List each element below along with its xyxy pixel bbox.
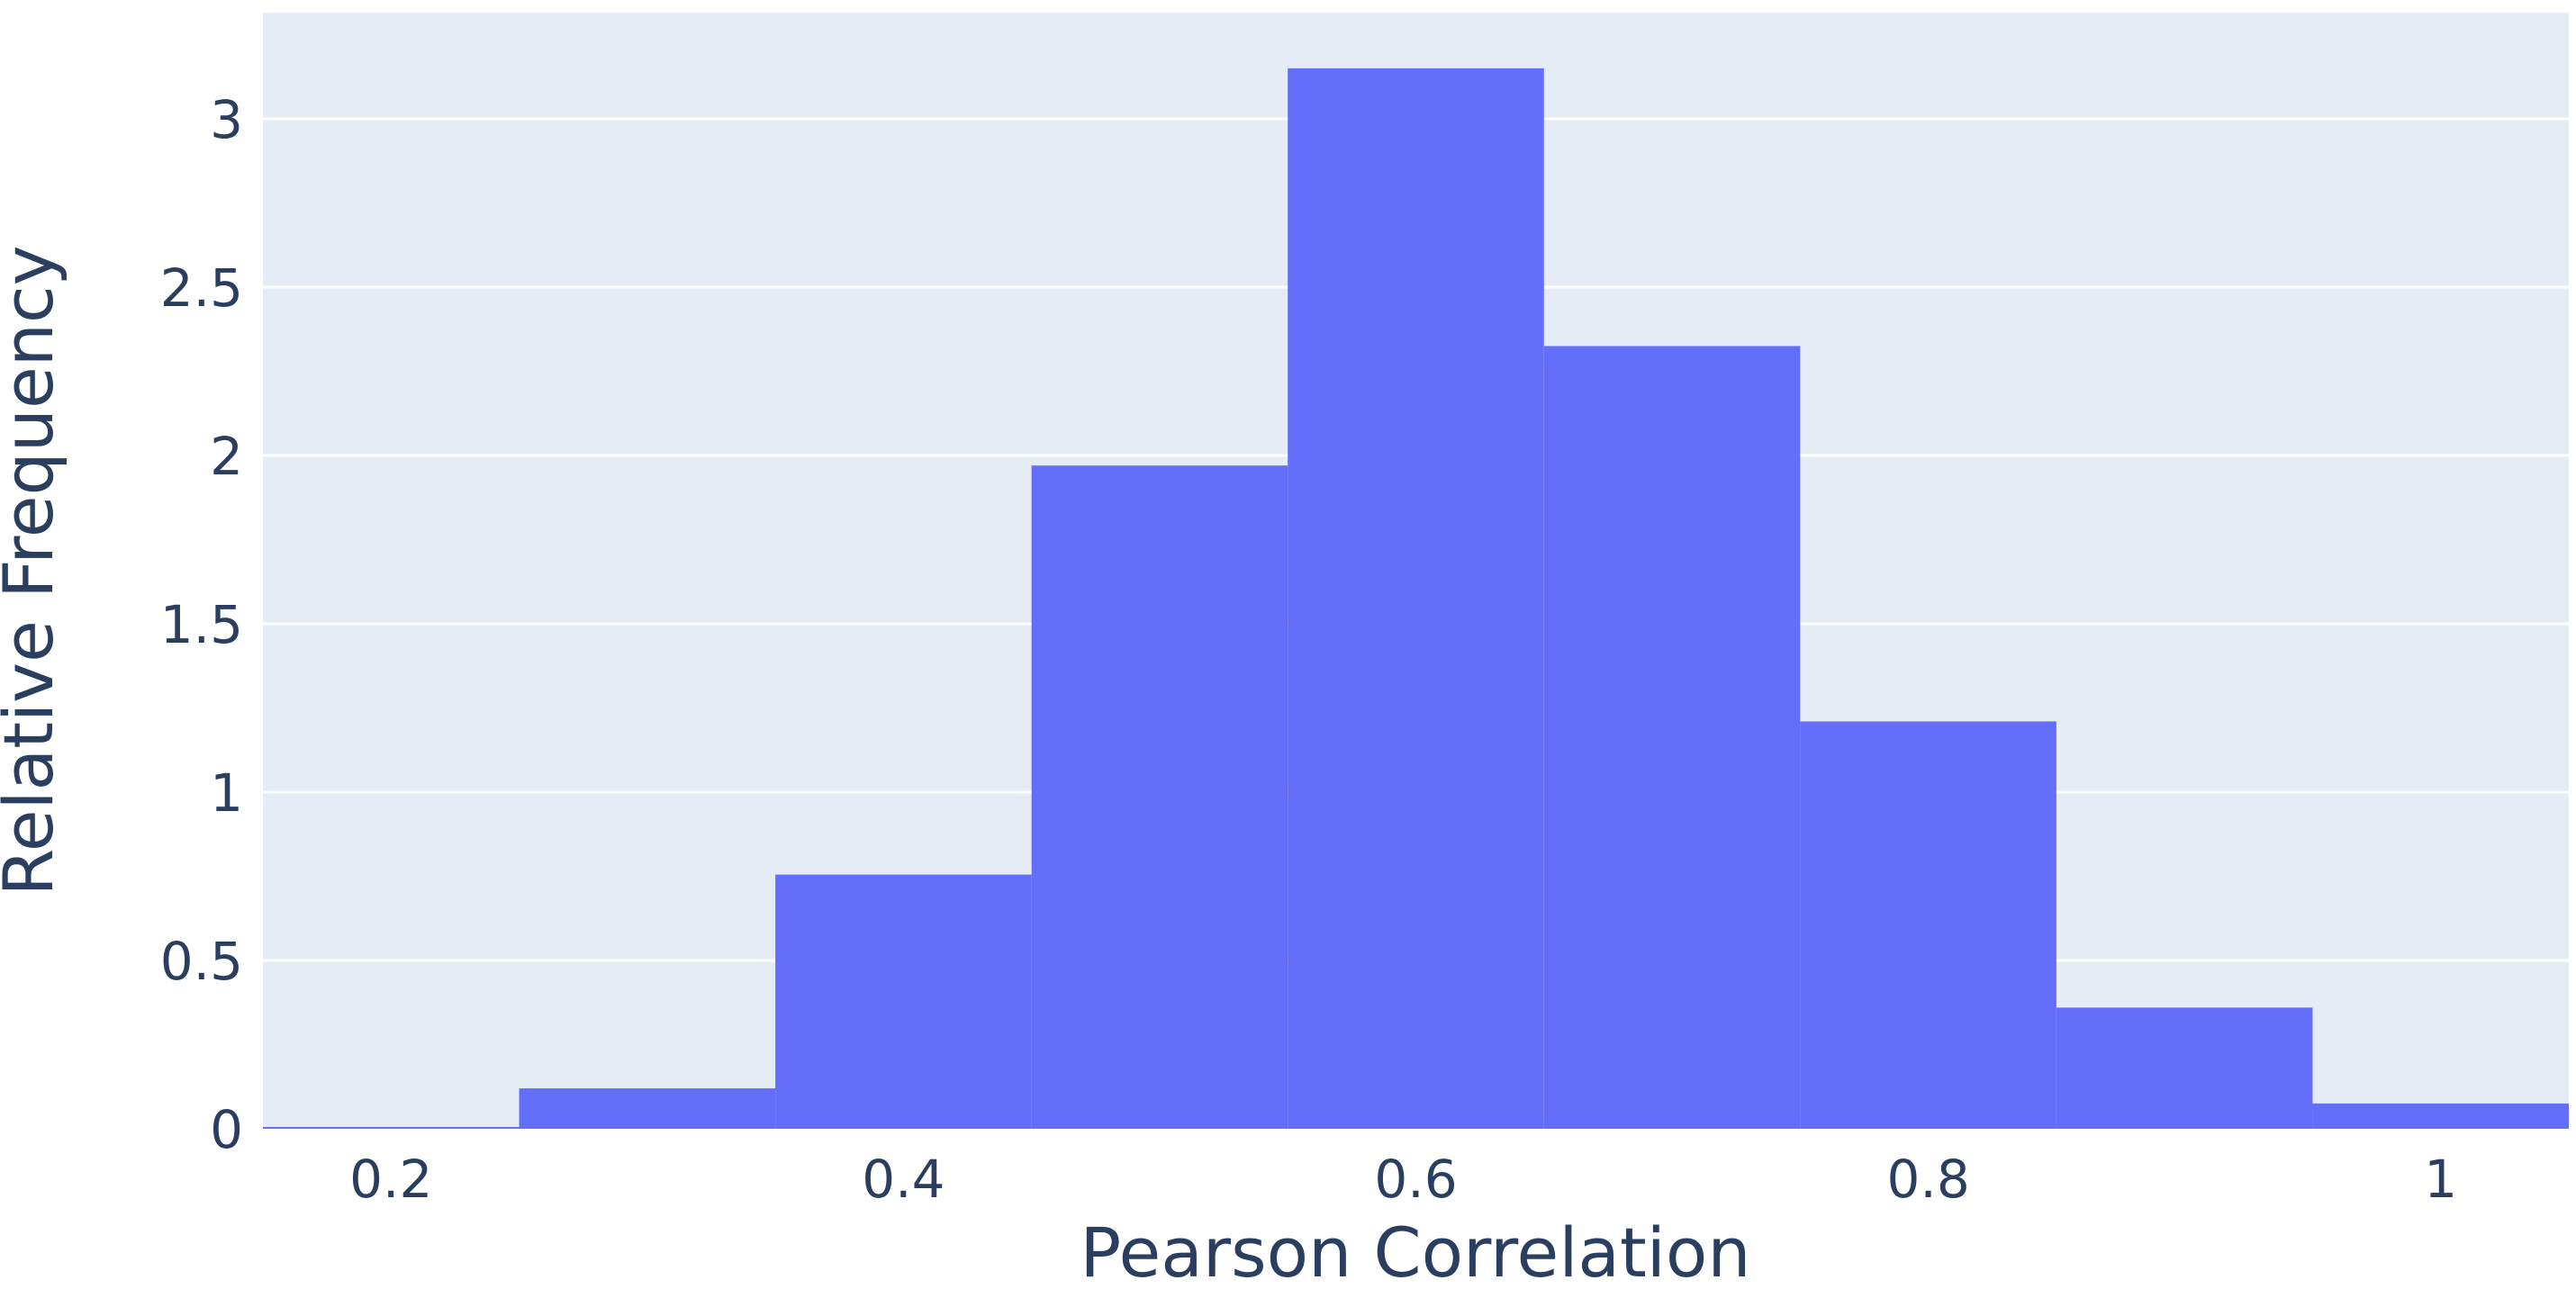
x-tick-label: 0.2 bbox=[349, 1149, 432, 1210]
histogram-bars bbox=[263, 68, 2569, 1129]
x-tick-labels: 0.2 0.4 0.6 0.8 1 bbox=[349, 1149, 2457, 1210]
histogram-bar bbox=[263, 1127, 520, 1129]
histogram-bar bbox=[2056, 1007, 2313, 1129]
y-tick-label: 1 bbox=[210, 762, 243, 824]
x-tick-label: 0.8 bbox=[1886, 1149, 1969, 1210]
histogram-bar bbox=[1800, 721, 2056, 1129]
histogram-bar bbox=[2312, 1103, 2569, 1129]
x-tick-label: 1 bbox=[2424, 1149, 2457, 1210]
y-tick-labels: 0 0.5 1 1.5 2 2.5 3 bbox=[160, 89, 243, 1160]
y-tick-label: 0 bbox=[210, 1099, 243, 1160]
histogram-bar bbox=[775, 874, 1032, 1129]
histogram-bar bbox=[1031, 465, 1288, 1129]
y-tick-label: 0.5 bbox=[160, 931, 243, 992]
x-axis-title: Pearson Correlation bbox=[1080, 1212, 1750, 1293]
x-tick-label: 0.6 bbox=[1374, 1149, 1457, 1210]
y-tick-label: 1.5 bbox=[160, 594, 243, 655]
y-tick-label: 3 bbox=[210, 89, 243, 150]
y-tick-label: 2 bbox=[210, 426, 243, 487]
y-axis-title: Relative Frequency bbox=[0, 245, 68, 896]
x-tick-label: 0.4 bbox=[862, 1149, 945, 1210]
y-tick-label: 2.5 bbox=[160, 257, 243, 319]
histogram-bar bbox=[1288, 68, 1544, 1129]
histogram-bar bbox=[1543, 346, 1801, 1129]
histogram-bar bbox=[519, 1088, 776, 1129]
